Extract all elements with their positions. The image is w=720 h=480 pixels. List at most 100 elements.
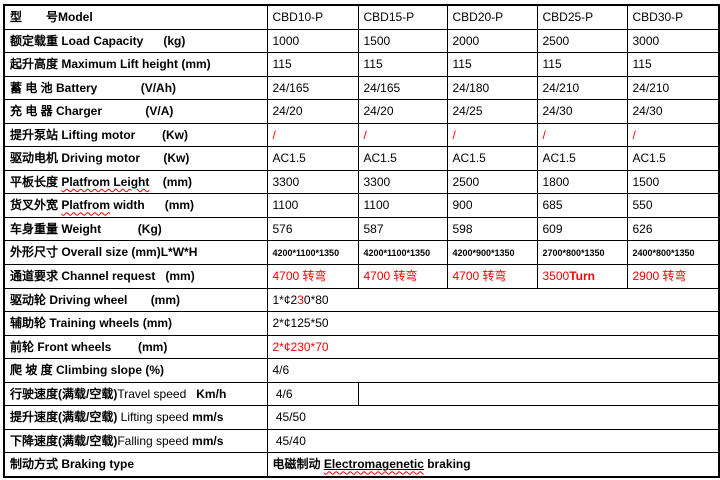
label-front-wheels: 前轮 Front wheels (mm) [3,334,268,360]
value-text: / [542,127,546,142]
misspelled-word: Electromagenetic [323,457,424,472]
label-braking-type: 制动方式 Braking type [3,452,268,478]
value-weight-1: 587 [357,216,448,242]
label-text: mm/s [192,410,224,425]
value-text: 1100 [272,198,299,213]
value-text: Turn [569,269,595,283]
value-text: 115 [272,57,292,72]
value-platform-length-1: 3300 [357,169,448,195]
label-text: 驱动轮 Driving wheel (mm) [10,292,181,307]
value-text: CBD15-P [363,9,415,24]
value-weight-0: 576 [266,216,359,242]
table-row-overall-size: 外形尺寸 Overall size (mm)L*W*H 4200*1100*135… [3,240,720,266]
value-text: 24/210 [542,80,580,95]
value-load-capacity-0: 1000 [266,28,359,54]
value-max-lift-height-0: 115 [266,52,359,77]
value-charger-0: 24/20 [266,99,359,124]
label-text: 下降速度(满载/空载) [10,433,118,448]
label-model: 型 号Model [3,4,268,30]
value-battery-0: 24/165 [266,75,359,101]
value-text: 4700 转弯 [272,269,327,283]
value-text: 2400*800*1350 [632,248,695,259]
table-row-charger: 充 电 器 Charger (V/A) 24/20 24/20 24/25 24/30 2… [3,99,720,124]
value-text: / [452,127,456,142]
value-overall-size-4: 2400*800*1350 [626,240,720,266]
value-charger-4: 24/30 [626,99,720,124]
value-platform-length-0: 3300 [266,169,359,195]
value-text: 24/30 [542,104,573,119]
table-row-model: 型 号Model CBD10-P CBD15-P CBD20-P CBD25-P CBD3… [3,4,720,30]
value-weight-4: 626 [626,216,720,242]
label-lifting-speed: 提升速度(满载/空载) Lifting speed mm/s [3,405,268,430]
label-text: width (mm) [110,198,195,213]
value-driving-motor-0: AC1.5 [266,146,359,171]
value-battery-4: 24/210 [626,75,720,101]
table-row-lifting-motor: 提升泵站 Lifting motor (Kw) / / / / / [3,122,720,148]
value-overall-size-0: 4200*1100*1350 [266,240,359,266]
label-overall-size: 外形尺寸 Overall size (mm)L*W*H [3,240,268,266]
value-max-lift-height-2: 115 [446,52,538,77]
value-text: 2500 [452,174,480,189]
table-row-lifting-speed: 提升速度(满载/空载) Lifting speed mm/s 45/50 [3,405,720,430]
table-row-platform-length: 平板长度 Platfrom Leight (mm) 3300 3300 2500 180… [3,169,720,195]
value-weight-3: 609 [536,216,628,242]
label-charger: 充 电 器 Charger (V/A) [3,99,268,124]
value-lifting-motor-0: / [266,122,359,148]
value-text: 1*¢2 [272,292,298,307]
value-text: 1500 [632,174,660,189]
value-text: CBD30-P [632,9,684,24]
table-row-driving-wheel: 驱动轮 Driving wheel (mm) 1*¢230*80 [3,287,720,313]
label-text: 货叉外宽 [10,198,62,213]
value-text: 1500 [363,33,391,48]
value-lifting-motor-2: / [446,122,538,148]
value-text: 115 [363,57,383,72]
value-text: 4200*1100*1350 [363,248,431,259]
value-overall-size-2: 4200*900*1350 [446,240,538,266]
table-row-max-lift-height: 起升高度 Maximum Lift height (mm) 115 115 115 11… [3,52,720,77]
label-channel-request: 通道要求 Channel request (mm) [3,264,268,289]
value-text: 0*80 [303,292,329,307]
value-text: 24/210 [632,80,670,95]
value-text: 598 [452,221,473,236]
label-falling-speed: 下降速度(满载/空载)Falling speed mm/s [3,428,268,454]
value-text: 3000 [632,33,660,48]
value-text: 4700 转弯 [452,269,507,283]
value-driving-wheel-0: 1*¢230*80 [266,287,720,313]
value-charger-1: 24/20 [357,99,448,124]
value-text: 4200*900*1350 [452,248,515,259]
value-text: / [632,127,636,142]
label-text: Platfrom [61,198,111,213]
value-text: 24/180 [452,80,490,95]
value-model-0: CBD10-P [266,4,359,30]
value-lifting-motor-1: / [357,122,448,148]
value-weight-2: 598 [446,216,538,242]
value-text: 电磁制动 [272,457,324,472]
value-text: 1800 [542,174,570,189]
label-text: Falling speed [117,433,193,448]
label-text: Platfrom Leight [61,174,150,189]
value-text: 3300 [363,174,391,189]
table-row-weight: 车身重量 Weight (Kg) 576 587 598 609 626 [3,216,720,242]
value-platform-length-4: 1500 [626,169,720,195]
label-text: 起升高度 Maximum Lift height (mm) [10,57,211,72]
value-text: 24/20 [272,104,303,119]
value-text: 24/165 [363,80,401,95]
value-text: 45/40 [272,433,306,448]
label-text: 驱动电机 Driving motor (Kw) [10,151,190,166]
label-max-lift-height: 起升高度 Maximum Lift height (mm) [3,52,268,77]
spec-table: 型 号Model CBD10-P CBD15-P CBD20-P CBD25-P CBD3… [3,4,720,478]
label-travel-speed: 行驶速度(满载/空载)Travel speed Km/h [3,381,268,407]
value-falling-speed-0: 45/40 [266,428,720,454]
label-text: 行驶速度(满载/空载) [10,386,118,401]
label-text: 平板长度 [10,174,62,189]
value-text: 2*¢230*70 [272,339,329,354]
label-climbing-slope: 爬 坡 度 Climbing slope (%) [3,358,268,383]
label-lifting-motor: 提升泵站 Lifting motor (Kw) [3,122,268,148]
table-row-travel-speed: 行驶速度(满载/空载)Travel speed Km/h 4/6 [3,381,720,407]
value-driving-motor-3: AC1.5 [536,146,628,171]
table-row-front-wheels: 前轮 Front wheels (mm) 2*¢230*70 [3,334,720,360]
label-text: Km/h [186,386,227,401]
value-max-lift-height-4: 115 [626,52,720,77]
value-text: 626 [632,221,653,236]
table-row-braking-type: 制动方式 Braking type 电磁制动 Electromagenetic b… [3,452,720,478]
